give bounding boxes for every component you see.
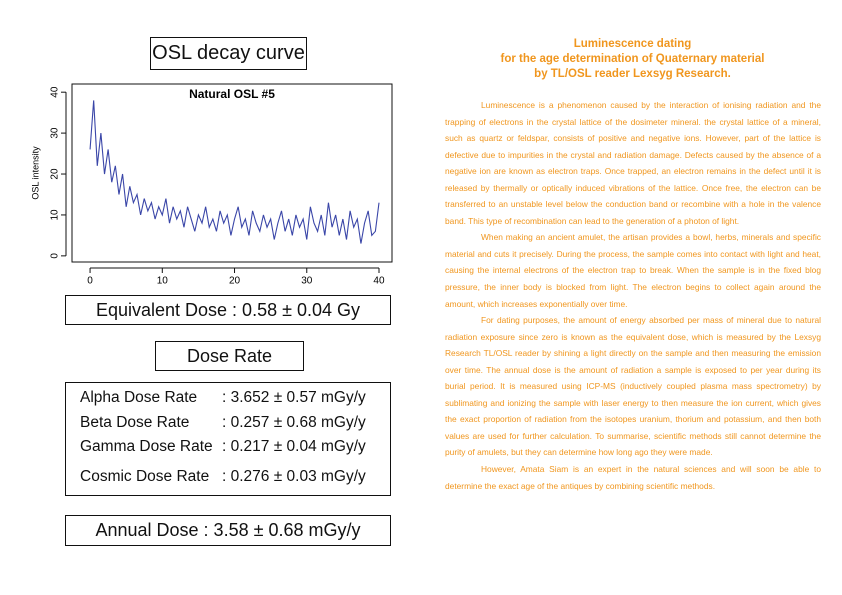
annual-dose: Annual Dose : 3.58 ± 0.68 mGy/y [65, 515, 391, 546]
y-tick-label: 0 [50, 253, 61, 259]
title-line: for the age determination of Quaternary … [500, 53, 765, 65]
y-tick-label: 30 [50, 127, 61, 139]
x-tick-label: 40 [373, 276, 385, 287]
paragraph: Luminescence is a phenomenon caused by t… [445, 100, 821, 226]
rate-value: : 0.276 ± 0.03 mGy/y [222, 468, 366, 485]
paragraph: However, Amata Siam is an expert in the … [445, 464, 821, 491]
osl-title: OSL decay curve [150, 37, 307, 70]
paragraph: When making an ancient amulet, the artis… [445, 232, 821, 309]
rate-value: : 0.217 ± 0.04 mGy/y [222, 438, 366, 455]
article-body: Luminescence is a phenomenon caused by t… [445, 97, 821, 494]
rate-label: Beta Dose Rate [80, 414, 190, 431]
rate-label: Alpha Dose Rate [80, 389, 198, 406]
y-tick-label: 10 [50, 209, 61, 221]
paragraph: For dating purposes, the amount of energ… [445, 315, 821, 458]
title-line: by TL/OSL reader Lexsyg Research. [534, 68, 731, 80]
osl-line [89, 100, 380, 244]
plot-frame [71, 83, 393, 263]
rate-value: : 3.652 ± 0.57 mGy/y [222, 389, 366, 406]
title-line: Luminescence dating [573, 38, 692, 50]
dose-rate-title: Dose Rate [155, 341, 304, 371]
x-tick-label: 30 [301, 276, 313, 287]
chart-title: Natural OSL #5 [189, 87, 275, 101]
chart: Natural OSL #5 OSL intensity 0 10 20 30 40 0 10 2… [30, 83, 393, 287]
rate-label: Gamma Dose Rate [80, 438, 213, 455]
equivalent-dose: Equivalent Dose : 0.58 ± 0.04 Gy [65, 295, 391, 325]
article-title: Luminescence dating for the age determina… [470, 37, 795, 82]
rate-value: : 0.257 ± 0.68 mGy/y [222, 414, 366, 431]
dose-rate-box [65, 382, 391, 496]
x-tick-label: 10 [157, 276, 169, 287]
y-axis-label: OSL intensity [30, 146, 40, 200]
x-tick-label: 0 [87, 276, 93, 287]
y-tick-label: 20 [50, 168, 61, 180]
rate-label: Cosmic Dose Rate [80, 468, 210, 485]
y-tick-label: 40 [50, 86, 61, 98]
x-tick-label: 20 [229, 276, 241, 287]
